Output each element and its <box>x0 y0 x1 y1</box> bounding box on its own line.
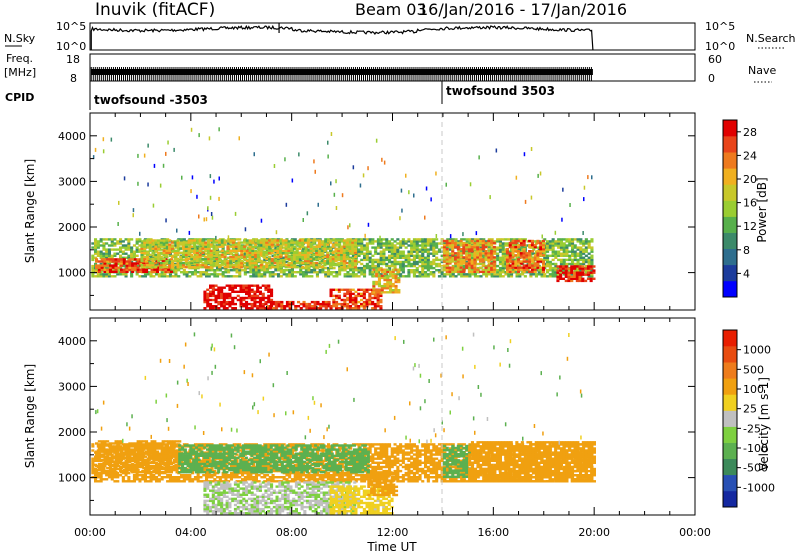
ytick-label-velocity-4000: 4000 <box>58 335 86 348</box>
colorbar-tick-12: 12 <box>743 220 757 233</box>
cpid-strip: CPID twofsound -3503 twofsound 3503 <box>5 81 555 110</box>
colorbar-swatch <box>723 200 737 217</box>
colorbar-tick-28: 28 <box>743 126 757 139</box>
colorbar-tick-4: -25 <box>743 422 761 435</box>
nsearch-label: N.Search <box>746 32 796 45</box>
colorbar-swatch <box>723 136 737 153</box>
velocity-colorbar-label: Velocity [m s-1] <box>757 377 771 471</box>
freq-tick-bottom: 8 <box>70 72 77 85</box>
freq-trace <box>90 67 593 81</box>
colorbar-swatch <box>723 394 737 411</box>
colorbar-tick-20: 20 <box>743 173 757 186</box>
ytick-label-power-2000: 2000 <box>58 221 86 234</box>
colorbar-tick-2: 100 <box>743 383 764 396</box>
xtick-label-3: 12:00 <box>377 526 409 539</box>
colorbar-swatch <box>723 362 737 379</box>
ytick-label-velocity-1000: 1000 <box>58 472 86 485</box>
date-range: 16/Jan/2016 - 17/Jan/2016 <box>418 0 627 19</box>
nsearch-tick-top: 10^5 <box>705 20 735 33</box>
colorbar-tick-0: 1000 <box>743 344 771 357</box>
xtick-label-1: 04:00 <box>175 526 207 539</box>
power-colorbar: Power [dB] 4 8 12 16 20 24 28 <box>722 119 769 298</box>
nsky-label: N.Sky <box>4 32 36 45</box>
xtick-label-4: 16:00 <box>477 526 509 539</box>
colorbar-swatch <box>723 410 737 427</box>
colorbar-swatch <box>723 378 737 395</box>
colorbar-swatch <box>723 152 737 169</box>
station-title: Inuvik (fitACF) <box>95 0 215 20</box>
colorbar-swatch <box>723 248 737 266</box>
colorbar-tick-8: 8 <box>743 244 750 257</box>
velocity-panel: 1000 2000 3000 4000 Slant Range [km] 00:00 0… <box>23 317 711 554</box>
xtick-label-6: 00:00 <box>679 526 711 539</box>
freq-label: Freq. <box>6 52 33 65</box>
freq-tick-top: 18 <box>66 53 80 66</box>
colorbar-swatch <box>723 346 737 363</box>
colorbar-swatch <box>723 184 737 201</box>
colorbar-tick-7: -1000 <box>743 481 775 494</box>
colorbar-swatch <box>723 216 737 233</box>
colorbar-tick-16: 16 <box>743 197 757 210</box>
colorbar-tick-4: 4 <box>743 267 750 280</box>
ytick-label-velocity-3000: 3000 <box>58 380 86 393</box>
cpid-segment-1: twofsound -3503 <box>94 93 208 107</box>
velocity-heatmap <box>91 332 596 515</box>
nave-label: Nave <box>748 64 776 77</box>
nsky-tick-bottom: 10^0 <box>56 40 86 53</box>
cpid-label: CPID <box>5 91 34 104</box>
colorbar-swatch <box>723 330 737 347</box>
colorbar-swatch <box>723 264 737 282</box>
colorbar-tick-24: 24 <box>743 149 757 162</box>
colorbar-swatch <box>723 232 737 249</box>
ytick-label-power-1000: 1000 <box>58 267 86 280</box>
freq-panel: Freq. [MHz] 18 8 60 0 Nave <box>4 52 776 85</box>
power-ylabel: Slant Range [km] <box>23 159 37 263</box>
nsky-trace <box>90 24 594 51</box>
colorbar-swatch <box>723 442 737 459</box>
time-axis-label: Time UT <box>366 540 417 554</box>
colorbar-tick-3: 25 <box>743 403 757 416</box>
colorbar-tick-6: -500 <box>743 462 768 475</box>
velocity-colorbar: Velocity [m s-1] 1000 500 100 25 -25 -100 -500… <box>722 329 775 508</box>
colorbar-tick-5: -100 <box>743 442 768 455</box>
colorbar-swatch <box>723 490 737 508</box>
nsky-panel: N.Sky 10^5 10^0 10^5 10^0 N.Search <box>4 20 796 53</box>
colorbar-swatch <box>723 474 737 492</box>
xtick-label-5: 20:00 <box>578 526 610 539</box>
velocity-ylabel: Slant Range [km] <box>23 364 37 468</box>
ytick-label-power-4000: 4000 <box>58 130 86 143</box>
colorbar-swatch <box>723 426 737 443</box>
colorbar-swatch <box>723 168 737 185</box>
power-heatmap <box>91 127 596 310</box>
nsky-tick-top: 10^5 <box>56 20 86 33</box>
cpid-segment-2: twofsound 3503 <box>446 84 555 98</box>
power-colorbar-label: Power [dB] <box>755 177 769 242</box>
xtick-label-0: 00:00 <box>74 526 106 539</box>
colorbar-tick-1: 500 <box>743 363 764 376</box>
freq-unit: [MHz] <box>4 66 36 79</box>
nave-tick-top: 60 <box>708 53 722 66</box>
colorbar-swatch <box>723 120 737 137</box>
ytick-label-velocity-2000: 2000 <box>58 426 86 439</box>
nave-tick-bottom: 0 <box>708 72 715 85</box>
xtick-label-2: 08:00 <box>276 526 308 539</box>
ytick-label-power-3000: 3000 <box>58 175 86 188</box>
colorbar-swatch <box>723 280 737 298</box>
power-panel: 1000 2000 3000 4000 Slant Range [km] <box>23 112 696 311</box>
beam-label: Beam 03 <box>355 0 427 19</box>
nsearch-tick-bottom: 10^0 <box>705 40 735 53</box>
colorbar-swatch <box>723 458 737 476</box>
